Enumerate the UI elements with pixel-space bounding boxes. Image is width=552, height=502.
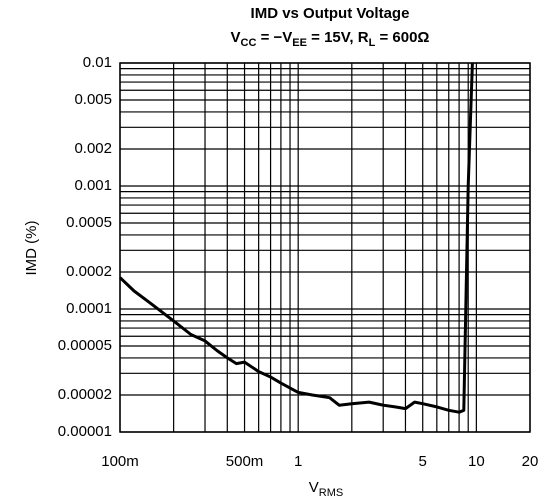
- x-tick-label: 100m: [101, 453, 139, 470]
- data-line: [118, 62, 474, 414]
- x-tick-label: 500m: [226, 453, 264, 470]
- y-tick-label: 0.0005: [66, 214, 112, 231]
- chart-subtitle: VCC = −VEE = 15V, RL = 600Ω: [231, 29, 430, 49]
- subscript: EE: [292, 37, 307, 49]
- subscript: L: [369, 37, 376, 49]
- y-tick-label: 0.00002: [58, 386, 112, 403]
- text-part: = 15V, R: [307, 29, 369, 46]
- text-part: = −V: [256, 29, 292, 46]
- y-tick-label: 0.005: [74, 91, 112, 108]
- plot-border: [119, 62, 531, 433]
- y-tick-label: 0.01: [83, 54, 112, 71]
- x-tick-label: 1: [294, 453, 302, 470]
- x-tick-label: 10: [468, 453, 485, 470]
- x-tick-label: 5: [419, 453, 427, 470]
- y-tick-label: 0.00005: [58, 337, 112, 354]
- subscript: RMS: [319, 487, 343, 499]
- y-tick-label: 0.0001: [66, 300, 112, 317]
- y-tick-label: 0.00001: [58, 423, 112, 440]
- text-part: V: [309, 479, 319, 496]
- x-tick-label: 20: [522, 453, 539, 470]
- subscript: CC: [241, 37, 257, 49]
- y-axis-label: IMD (%): [23, 221, 40, 276]
- text-part: = 600Ω: [375, 29, 429, 46]
- y-tick-label: 0.002: [74, 140, 112, 157]
- x-axis-label: VRMS: [309, 479, 343, 499]
- chart-title: IMD vs Output Voltage: [251, 5, 410, 22]
- y-tick-label: 0.0002: [66, 263, 112, 280]
- text-part: V: [231, 29, 241, 46]
- y-tick-label: 0.001: [74, 177, 112, 194]
